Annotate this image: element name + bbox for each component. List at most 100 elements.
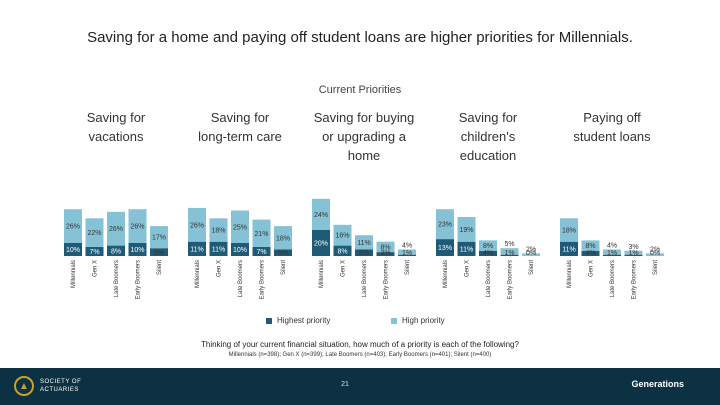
bar-highest-4-1 [581, 250, 600, 256]
value-label-highest-2-0: 20% [314, 241, 328, 248]
value-label-highest-4-1: 4% [585, 250, 595, 257]
category-label-3-2: Late Boomers [486, 260, 492, 297]
bar-highest-2-0 [312, 230, 330, 256]
bar-highest-2-4 [398, 254, 416, 256]
value-label-highest-2-1: 8% [337, 248, 347, 255]
group-title-2: Saving for buying or upgrading a home [314, 110, 414, 163]
priorities-chart: Saving for vacations 10% 26% Millennials 7% 22… [64, 110, 664, 299]
value-label-high-1-1: 18% [211, 228, 225, 235]
value-label-highest-0-4: 6% [154, 250, 164, 257]
value-label-highest-1-0: 11% [190, 246, 204, 253]
value-label-high-0-3: 26% [130, 224, 144, 231]
bar-high-2-0 [312, 198, 330, 230]
category-label-3-0: Millennials [443, 260, 449, 288]
value-label-high-2-3: 8% [380, 244, 390, 251]
value-label-highest-2-3: 3% [380, 250, 390, 257]
category-label-0-0: Millennials [71, 260, 77, 288]
category-label-4-1: Gen X [589, 260, 595, 277]
value-label-high-4-2: 4% [607, 243, 617, 250]
value-label-highest-3-4: 0% [526, 250, 536, 257]
category-label-3-4: Silent [529, 260, 535, 275]
bar-highest-2-3 [376, 252, 395, 256]
bar-high-2-1 [333, 224, 352, 246]
group-title-0: Saving for vacations [87, 110, 146, 144]
category-label-4-3: Early Boomers [632, 260, 638, 299]
soa-logo: ▲ SOCIETY OF ACTUARIES [14, 376, 81, 396]
category-label-0-2: Late Boomers [114, 260, 120, 297]
category-label-1-1: Gen X [217, 260, 223, 277]
value-label-highest-4-0: 11% [562, 246, 576, 253]
value-label-high-3-2: 8% [483, 243, 493, 250]
bar-highest-3-0 [436, 239, 454, 256]
category-label-0-3: Early Boomers [136, 260, 142, 299]
bar-high-2-3 [376, 241, 395, 253]
bar-highest-1-2 [231, 243, 249, 256]
bar-high-1-1 [209, 218, 228, 242]
value-label-highest-0-0: 10% [66, 247, 80, 254]
category-label-1-2: Late Boomers [238, 260, 244, 297]
bar-high-3-4 [522, 253, 540, 256]
bar-highest-2-2 [355, 249, 373, 256]
bar-highest-3-3 [500, 254, 519, 256]
value-label-high-2-4: 4% [402, 243, 412, 250]
bar-high-3-1 [457, 217, 476, 242]
bar-high-0-4 [150, 226, 168, 249]
category-label-1-4: Silent [281, 260, 287, 275]
value-label-high-0-2: 26% [109, 226, 123, 233]
bar-high-1-2 [231, 210, 249, 243]
group-title-1: Saving for long-term care [198, 110, 282, 144]
legend-high: High priority [391, 316, 445, 325]
value-label-highest-4-2: 1% [607, 250, 617, 257]
bar-high-4-4 [646, 253, 664, 256]
logo-text: SOCIETY OF ACTUARIES [40, 378, 81, 394]
bar-high-4-2 [603, 249, 621, 255]
bar-high-1-3 [252, 219, 271, 247]
value-label-high-0-0: 26% [66, 224, 80, 231]
category-label-2-0: Millennials [319, 260, 325, 288]
sample-sizes: Millennials (n=398); Gen X (n=399); Late… [228, 352, 492, 358]
category-label-3-3: Early Boomers [508, 260, 514, 299]
value-label-highest-1-3: 7% [256, 249, 266, 256]
value-label-high-4-1: 8% [585, 243, 595, 250]
bar-highest-4-2 [603, 254, 621, 256]
footer-bar: ▲ SOCIETY OF ACTUARIES 21 Generations [0, 368, 720, 405]
category-label-4-2: Late Boomers [610, 260, 616, 297]
category-label-3-1: Gen X [465, 260, 471, 277]
bar-highest-0-4 [150, 248, 168, 256]
bar-high-3-2 [479, 240, 497, 251]
bar-high-1-0 [188, 207, 206, 242]
bar-high-2-2 [355, 235, 373, 250]
chart-subtitle: Current Priorities [318, 84, 402, 96]
value-label-high-3-0: 23% [438, 222, 452, 229]
bar-highest-2-1 [333, 245, 352, 256]
bar-high-1-4 [274, 226, 292, 250]
category-label-4-4: Silent [653, 260, 659, 275]
value-label-highest-2-4: 1% [402, 250, 412, 257]
value-label-high-3-3: 5% [504, 241, 514, 248]
value-label-highest-1-4: 5% [278, 250, 288, 257]
logo-line-1: SOCIETY OF [40, 379, 82, 385]
bar-highest-0-1 [85, 246, 104, 256]
bar-high-0-1 [85, 218, 104, 247]
value-label-high-1-3: 21% [254, 231, 268, 238]
brand-label: Generations [631, 379, 684, 389]
value-label-highest-1-2: 10% [233, 247, 247, 254]
value-label-high-2-2: 11% [357, 240, 371, 247]
value-label-highest-3-0: 13% [438, 245, 452, 252]
bar-high-3-3 [500, 248, 519, 255]
bar-high-0-2 [107, 211, 125, 246]
legend-label-highest: Highest priority [277, 316, 331, 325]
value-label-highest-4-3: 1% [628, 250, 638, 257]
page-number: 21 [341, 381, 349, 388]
category-label-1-3: Early Boomers [260, 260, 266, 299]
bar-high-2-4 [398, 249, 416, 255]
value-label-high-2-0: 24% [314, 212, 328, 219]
value-label-highest-0-1: 7% [89, 249, 99, 256]
value-label-highest-3-1: 11% [460, 246, 474, 253]
value-label-highest-4-4: 0% [650, 250, 660, 257]
bar-high-4-0 [560, 218, 578, 242]
value-label-high-3-1: 19% [459, 227, 473, 234]
value-label-highest-0-2: 8% [111, 248, 121, 255]
category-label-2-2: Late Boomers [362, 260, 368, 297]
slide-title: Saving for a home and paying off student… [87, 29, 633, 46]
